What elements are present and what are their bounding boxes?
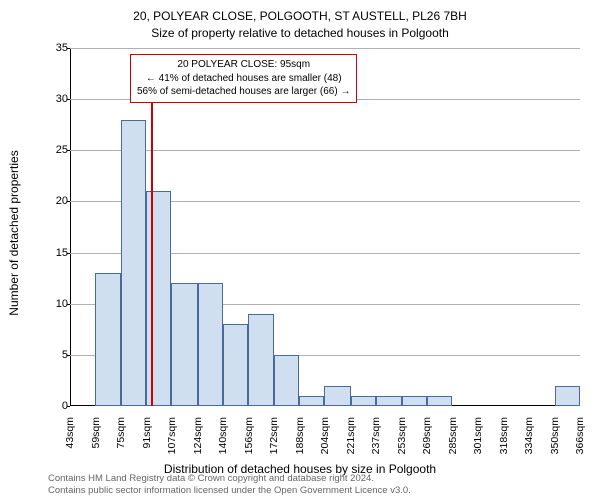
histogram-bar xyxy=(299,396,324,406)
y-tick-label: 15 xyxy=(50,247,68,259)
x-tick-label: 237sqm xyxy=(370,417,382,465)
marker-line xyxy=(151,80,153,406)
histogram-bar xyxy=(223,324,248,406)
x-tick-label: 172sqm xyxy=(268,417,280,465)
chart-container: 20, POLYEAR CLOSE, POLGOOTH, ST AUSTELL,… xyxy=(0,0,600,500)
y-tick-label: 20 xyxy=(50,195,68,207)
histogram-bar xyxy=(171,283,198,406)
histogram-bar xyxy=(555,386,580,406)
chart-title: 20, POLYEAR CLOSE, POLGOOTH, ST AUSTELL,… xyxy=(0,8,600,42)
footer-line-1: Contains HM Land Registry data © Crown c… xyxy=(48,473,411,485)
histogram-bar xyxy=(351,396,376,406)
histogram-bar xyxy=(402,396,427,406)
histogram-bar xyxy=(274,355,299,406)
histogram-bar xyxy=(324,386,351,406)
x-tick-label: 318sqm xyxy=(498,417,510,465)
histogram-bar xyxy=(121,120,146,406)
y-axis-label: Number of detached properties xyxy=(7,150,21,315)
x-tick-label: 221sqm xyxy=(345,417,357,465)
x-tick-label: 285sqm xyxy=(447,417,459,465)
x-tick-label: 301sqm xyxy=(472,417,484,465)
footer: Contains HM Land Registry data © Crown c… xyxy=(48,473,411,497)
histogram-bar xyxy=(376,396,401,406)
y-tick-label: 10 xyxy=(50,298,68,310)
histogram-bar xyxy=(248,314,273,406)
annotation-line-1: 20 POLYEAR CLOSE: 95sqm xyxy=(137,58,350,72)
y-tick-label: 35 xyxy=(50,42,68,54)
y-tick-label: 0 xyxy=(50,400,68,412)
x-tick-label: 350sqm xyxy=(549,417,561,465)
x-tick-label: 43sqm xyxy=(64,417,76,465)
histogram-bar xyxy=(198,283,223,406)
x-tick-label: 253sqm xyxy=(396,417,408,465)
x-tick-label: 334sqm xyxy=(523,417,535,465)
annotation-line-2: ← 41% of detached houses are smaller (48… xyxy=(137,72,350,86)
x-tick-label: 366sqm xyxy=(574,417,586,465)
x-tick-label: 107sqm xyxy=(166,417,178,465)
plot-area: 20 POLYEAR CLOSE: 95sqm ← 41% of detache… xyxy=(70,48,580,406)
x-tick-label: 140sqm xyxy=(217,417,229,465)
histogram-bar xyxy=(95,273,120,406)
title-line-1: 20, POLYEAR CLOSE, POLGOOTH, ST AUSTELL,… xyxy=(0,8,600,25)
y-tick-label: 5 xyxy=(50,349,68,361)
y-tick-mark xyxy=(67,406,70,407)
x-tick-label: 156sqm xyxy=(243,417,255,465)
x-tick-label: 188sqm xyxy=(294,417,306,465)
y-tick-label: 25 xyxy=(50,144,68,156)
histogram-bar xyxy=(427,396,452,406)
x-tick-label: 75sqm xyxy=(115,417,127,465)
y-tick-label: 30 xyxy=(50,93,68,105)
annotation-line-3: 56% of semi-detached houses are larger (… xyxy=(137,85,350,99)
x-tick-label: 91sqm xyxy=(141,417,153,465)
x-tick-label: 269sqm xyxy=(421,417,433,465)
annotation-box: 20 POLYEAR CLOSE: 95sqm ← 41% of detache… xyxy=(130,54,357,103)
histogram-bar xyxy=(146,191,171,406)
footer-line-2: Contains public sector information licen… xyxy=(48,485,411,497)
x-tick-label: 124sqm xyxy=(192,417,204,465)
x-tick-label: 59sqm xyxy=(90,417,102,465)
x-tick-label: 204sqm xyxy=(319,417,331,465)
title-line-2: Size of property relative to detached ho… xyxy=(0,25,600,42)
